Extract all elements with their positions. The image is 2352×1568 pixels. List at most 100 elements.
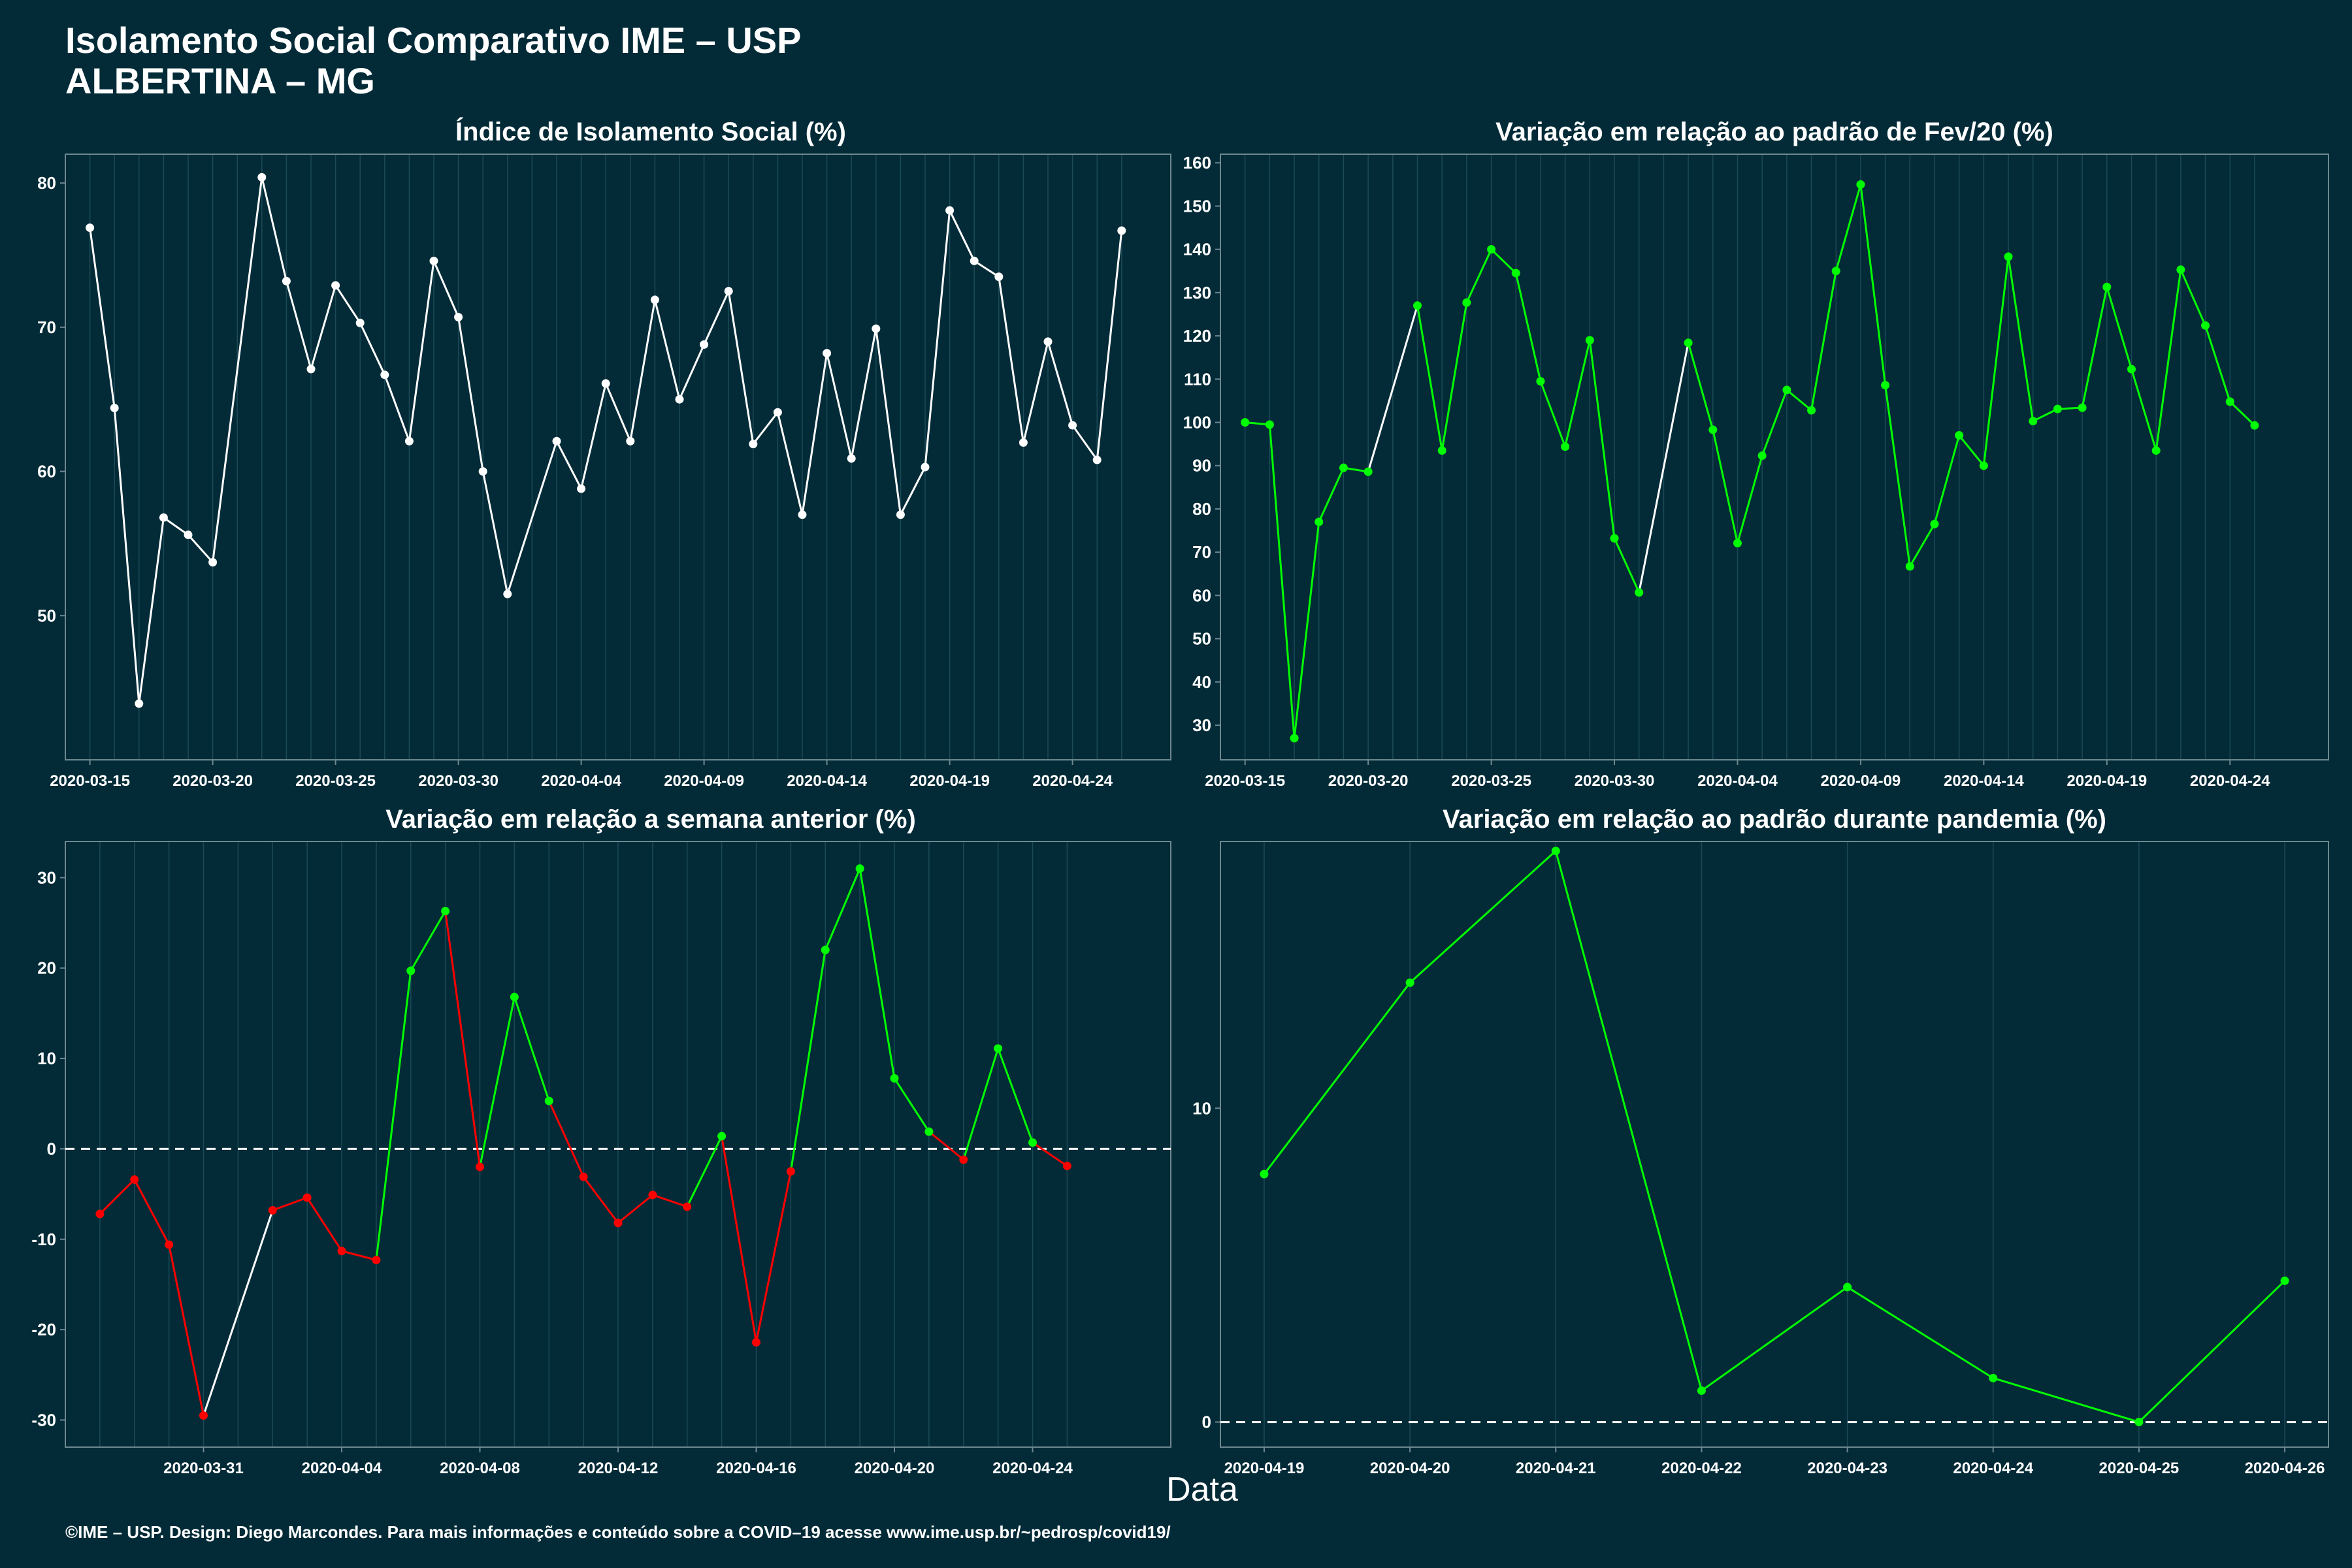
fev-y-tick-label: 80 xyxy=(1192,499,1211,519)
semana-series-segment xyxy=(410,910,446,972)
fev-y-tick-label: 150 xyxy=(1183,196,1211,216)
fev-series-segment xyxy=(1761,389,1788,457)
isolamento-x-tick-label: 2020-03-15 xyxy=(50,772,130,790)
isolamento-x-tick-label: 2020-04-09 xyxy=(664,772,744,790)
fev-series-segment xyxy=(1613,538,1641,593)
semana-x-tick-label: 2020-03-31 xyxy=(163,1460,244,1477)
semana-series-segment xyxy=(375,970,412,1260)
semana-series-segment xyxy=(547,1100,585,1177)
fev-series-segment xyxy=(1564,340,1591,447)
fev-series-segment xyxy=(1490,248,1517,274)
semana-series-segment xyxy=(893,1077,930,1132)
isolamento-series-segment xyxy=(776,412,804,515)
fev-x-tick-label: 2020-04-24 xyxy=(2190,772,2270,790)
isolamento-data-point xyxy=(749,440,758,449)
semana-y-tick-label: 20 xyxy=(37,958,56,978)
footer-credits: ©IME – USP. Design: Diego Marcondes. Par… xyxy=(65,1522,1171,1542)
isolamento-y-tick-label: 70 xyxy=(37,318,56,337)
fev-data-point xyxy=(1339,463,1348,472)
fev-y-tick-label: 70 xyxy=(1192,542,1211,562)
isolamento-series-segment xyxy=(359,322,386,376)
isolamento-series-segment xyxy=(187,534,214,563)
fev-x-tick-label: 2020-03-30 xyxy=(1575,772,1655,790)
fev-series-segment xyxy=(1687,342,1714,431)
main-subtitle: ALBERTINA – MG xyxy=(65,60,375,101)
fev-data-point xyxy=(2029,417,2038,426)
isolamento-series-segment xyxy=(457,317,484,472)
isolamento-data-point xyxy=(208,558,218,567)
isolamento-data-point xyxy=(700,340,709,349)
semana-series-segment xyxy=(479,996,515,1168)
semana-data-point xyxy=(890,1073,899,1083)
fev-series-segment xyxy=(2180,269,2206,326)
fev-series-segment xyxy=(2155,269,2182,451)
fev-series-segment xyxy=(1293,521,1320,739)
isolamento-series-segment xyxy=(482,471,509,595)
semana-data-point xyxy=(268,1206,277,1215)
isolamento-data-point xyxy=(626,436,635,446)
semana-series-segment xyxy=(617,1194,653,1224)
semana-data-point xyxy=(302,1193,312,1202)
fev-data-point xyxy=(1585,336,1594,345)
isolamento-data-point xyxy=(257,172,267,182)
pandemia-x-tick-label: 2020-04-23 xyxy=(1807,1460,1887,1477)
semana-series-segment xyxy=(582,1176,619,1224)
isolamento-x-tick-label: 2020-04-19 xyxy=(909,772,990,790)
pandemia-data-point xyxy=(1551,846,1560,855)
fev-data-point xyxy=(1265,420,1274,429)
isolamento-series-segment xyxy=(408,261,435,442)
semana-series-segment xyxy=(755,1171,792,1343)
isolamento-data-point xyxy=(331,281,340,290)
isolamento-series-segment xyxy=(335,285,361,324)
fev-y-tick-label: 160 xyxy=(1183,153,1211,172)
pandemia-data-point xyxy=(1260,1169,1269,1179)
isolamento-data-point xyxy=(159,513,168,522)
semana-y-tick-label: 10 xyxy=(37,1049,56,1068)
fev-data-point xyxy=(1782,385,1791,395)
semana-series-segment xyxy=(444,911,481,1168)
fev-data-point xyxy=(2176,265,2185,274)
isolamento-series-segment xyxy=(924,210,951,468)
fev-series-segment xyxy=(1859,184,1887,385)
fev-y-tick-label: 40 xyxy=(1192,672,1211,692)
pandemia-x-tick-label: 2020-04-21 xyxy=(1516,1460,1596,1477)
fev-data-point xyxy=(2004,252,2013,261)
fev-y-tick-label: 90 xyxy=(1192,456,1211,476)
isolamento-x-tick-label: 2020-04-24 xyxy=(1032,772,1113,790)
isolamento-data-point xyxy=(1117,226,1126,235)
semana-y-tick-label: 30 xyxy=(37,868,56,887)
isolamento-data-point xyxy=(601,379,610,388)
isolamento-y-tick-label: 80 xyxy=(37,173,56,193)
pandemia-x-tick-label: 2020-04-22 xyxy=(1661,1460,1742,1477)
isolamento-data-point xyxy=(1068,421,1077,430)
panel-title-pandemia: Variação em relação ao padrão durante pa… xyxy=(1443,805,2106,834)
fev-y-tick-label: 120 xyxy=(1183,326,1211,346)
isolamento-data-point xyxy=(577,484,586,493)
isolamento-series-segment xyxy=(138,517,165,704)
pandemia-data-point xyxy=(1989,1373,1998,1382)
fev-series-segment xyxy=(1712,429,1739,544)
fev-series-segment xyxy=(1884,385,1911,567)
fev-x-tick-label: 2020-04-19 xyxy=(2066,772,2147,790)
fev-series-segment xyxy=(1810,270,1837,411)
isolamento-x-tick-label: 2020-03-20 xyxy=(172,772,253,790)
fev-series-segment xyxy=(1318,467,1345,523)
semana-series-segment xyxy=(824,868,861,951)
isolamento-series-segment xyxy=(89,227,116,408)
semana-series-segment xyxy=(341,1250,377,1262)
pandemia-series-segment xyxy=(2138,1280,2286,1423)
pandemia-series-segment xyxy=(1993,1377,2140,1424)
fev-series-segment xyxy=(2204,325,2231,402)
semana-data-point xyxy=(648,1190,657,1200)
semana-series-segment xyxy=(272,1196,308,1211)
isolamento-series-segment xyxy=(506,440,558,595)
fev-data-point xyxy=(1807,406,1816,415)
panel-title-isolamento: Índice de Isolamento Social (%) xyxy=(455,118,846,146)
isolamento-frame xyxy=(65,154,1171,760)
semana-data-point xyxy=(165,1240,174,1249)
pandemia-x-tick-label: 2020-04-24 xyxy=(1953,1460,2033,1477)
semana-data-point xyxy=(683,1202,692,1211)
fev-series-segment xyxy=(2081,286,2108,408)
semana-series-segment xyxy=(858,868,896,1079)
isolamento-series-segment xyxy=(727,291,755,444)
